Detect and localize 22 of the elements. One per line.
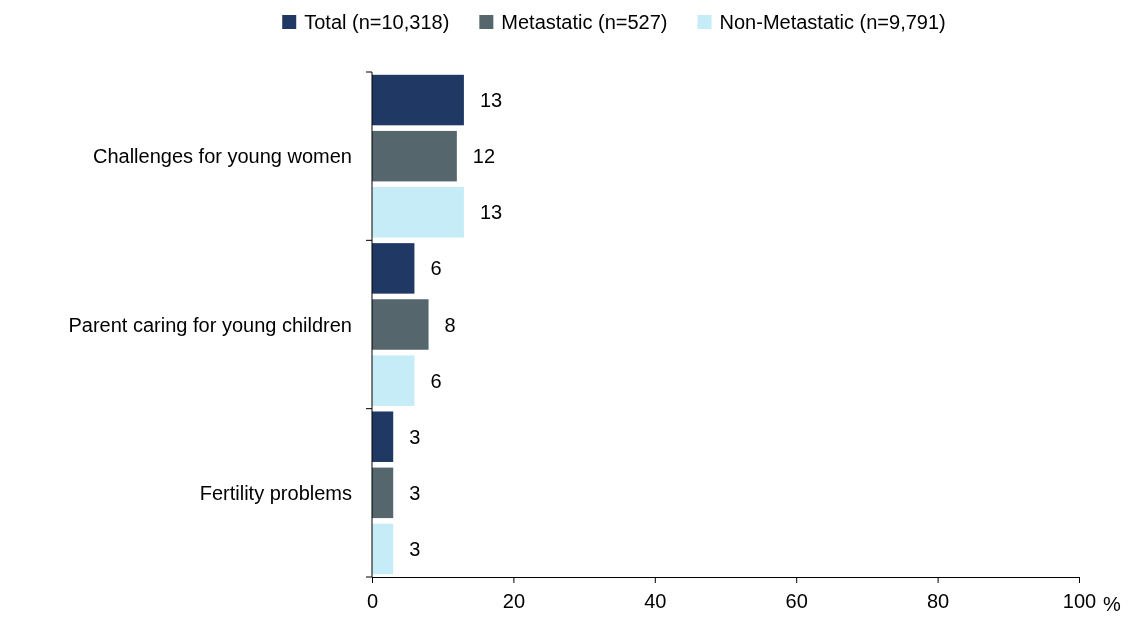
data-label: 6 (430, 369, 442, 392)
x-tick-label: 40 (644, 590, 667, 612)
x-tick-label: 20 (502, 590, 526, 612)
legend-label: Non-Metastatic (n=9,791) (719, 11, 946, 33)
x-axis-title: % (1103, 593, 1121, 615)
y-tick-label: Parent caring for young children (68, 313, 352, 336)
data-label: 3 (409, 537, 421, 560)
data-label: 6 (430, 257, 442, 280)
x-tick-label: 60 (785, 590, 808, 612)
y-tick-label: Fertility problems (199, 481, 352, 504)
legend-label: Total (n=10,318) (304, 11, 450, 33)
x-tick-label: 0 (366, 590, 379, 612)
data-label: 3 (409, 481, 421, 504)
data-label: 8 (444, 313, 456, 336)
data-label: 13 (479, 89, 503, 112)
x-tick-label: 100 (1062, 590, 1097, 612)
y-tick-label: Challenges for young women (92, 145, 352, 168)
data-label: 13 (479, 201, 503, 224)
x-tick-label: 80 (926, 590, 950, 612)
data-label: 3 (409, 425, 421, 448)
data-label: 12 (472, 145, 496, 168)
legend-label: Metastatic (n=527) (501, 11, 668, 33)
